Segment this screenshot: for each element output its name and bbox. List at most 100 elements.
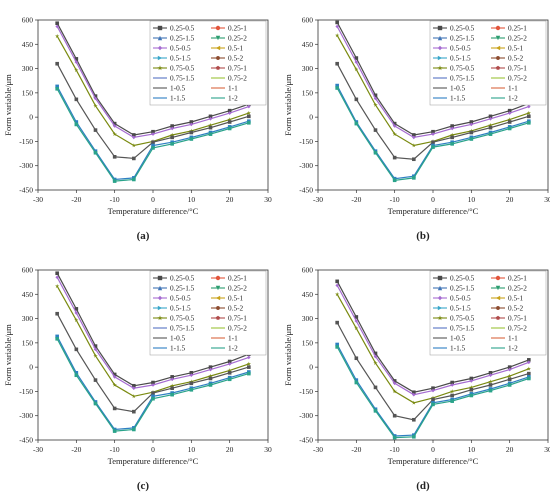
- square-marker: [373, 150, 378, 155]
- x-tick-label: -10: [390, 445, 400, 454]
- star-marker: [373, 360, 378, 365]
- square-marker: [74, 57, 79, 61]
- square-marker: [112, 121, 117, 126]
- star-marker: [373, 102, 378, 107]
- triangle-right-marker: [437, 55, 443, 61]
- square-marker: [189, 388, 194, 392]
- x-tick-label: -20: [71, 195, 81, 204]
- legend-label: 0.75-0.5: [450, 64, 475, 73]
- y-tick-label: -450: [299, 186, 313, 195]
- legend-label: 0.5-2: [508, 304, 524, 313]
- square-marker: [373, 351, 378, 356]
- square-marker: [412, 133, 416, 137]
- diamond-marker: [170, 377, 174, 382]
- x-axis-title: Temperature difference/°C: [388, 456, 479, 466]
- legend-label: 0.5-2: [508, 54, 524, 63]
- x-tick-label: -20: [71, 445, 81, 454]
- triangle-marker: [437, 35, 443, 41]
- square-marker: [74, 373, 79, 378]
- square-marker: [247, 371, 251, 376]
- x-tick-label: 30: [544, 445, 550, 454]
- legend-label: 1-1: [228, 334, 238, 343]
- square-marker: [469, 137, 474, 141]
- y-axis-title: Form variable/μm: [283, 324, 293, 386]
- square-marker: [354, 315, 359, 319]
- diamond-marker: [112, 375, 117, 379]
- square-marker: [132, 177, 136, 182]
- square-marker: [208, 132, 213, 136]
- legend-label: 0.25-1.5: [170, 284, 195, 293]
- legend-label: 0.75-1.5: [450, 74, 475, 83]
- x-tick-label: -10: [390, 195, 400, 204]
- square-marker: [335, 86, 339, 90]
- square-marker: [373, 128, 378, 132]
- square-marker: [93, 94, 98, 98]
- square-marker: [132, 133, 136, 137]
- panel-label: (b): [416, 230, 430, 242]
- square-marker: [93, 344, 98, 348]
- star-marker: [170, 383, 175, 388]
- diamond-marker: [132, 386, 136, 390]
- y-tick-label: 600: [302, 16, 314, 25]
- square-marker: [431, 397, 435, 402]
- square-marker: [170, 135, 174, 140]
- diamond-marker: [450, 383, 454, 387]
- triangle-left-marker: [495, 295, 501, 301]
- square-marker: [527, 114, 531, 119]
- diamond-marker: [189, 122, 194, 127]
- star-marker: [246, 361, 251, 366]
- x-tick-label: -10: [110, 195, 120, 204]
- square-marker: [450, 393, 454, 398]
- square-marker: [74, 347, 79, 352]
- x-tick-label: 10: [188, 195, 196, 204]
- pentagon-marker: [215, 315, 221, 320]
- star-marker: [392, 389, 397, 394]
- x-axis-title: Temperature difference/°C: [108, 456, 199, 466]
- square-marker: [55, 84, 59, 89]
- square-marker: [527, 376, 531, 381]
- legend-label: 1-1.5: [450, 344, 466, 353]
- star-marker: [157, 65, 163, 71]
- square-marker: [170, 142, 174, 146]
- square-marker: [392, 178, 397, 183]
- square-marker: [354, 97, 359, 102]
- legend-label: 0.75-1: [228, 314, 247, 323]
- legend-label: 0.75-1: [228, 64, 247, 73]
- star-marker: [507, 373, 512, 378]
- square-marker: [189, 371, 194, 375]
- legend-label: 1-2: [228, 94, 238, 103]
- diamond-marker: [208, 117, 213, 121]
- square-marker: [469, 130, 474, 135]
- square-marker: [450, 135, 454, 140]
- square-marker: [431, 386, 435, 390]
- square-marker: [74, 307, 79, 311]
- square-marker: [151, 396, 155, 401]
- circle-marker: [495, 275, 501, 281]
- legend-label: 0.75-0.5: [450, 314, 475, 323]
- square-marker: [392, 379, 397, 383]
- square-marker: [151, 140, 155, 145]
- square-marker: [55, 311, 59, 316]
- square-marker: [335, 83, 339, 88]
- square-marker: [431, 145, 435, 149]
- circle-marker: [215, 25, 221, 31]
- diamond-marker: [437, 45, 443, 51]
- y-axis-title: Form variable/μm: [3, 324, 13, 386]
- x-tick-label: -30: [313, 445, 323, 454]
- y-tick-label: 600: [302, 266, 314, 275]
- diamond-marker: [74, 311, 79, 315]
- legend-label: 0.5-2: [228, 54, 244, 63]
- square-marker: [151, 380, 155, 385]
- diamond-marker: [157, 295, 163, 301]
- square-marker: [507, 126, 512, 131]
- legend-label: 0.25-0.5: [450, 274, 475, 283]
- star-marker: [437, 65, 443, 71]
- square-marker: [335, 342, 339, 347]
- square-marker: [450, 380, 454, 385]
- y-tick-label: 0: [309, 363, 313, 372]
- square-marker: [151, 391, 155, 395]
- y-tick-label: 450: [22, 40, 34, 49]
- square-marker: [93, 378, 98, 382]
- square-marker: [170, 386, 174, 390]
